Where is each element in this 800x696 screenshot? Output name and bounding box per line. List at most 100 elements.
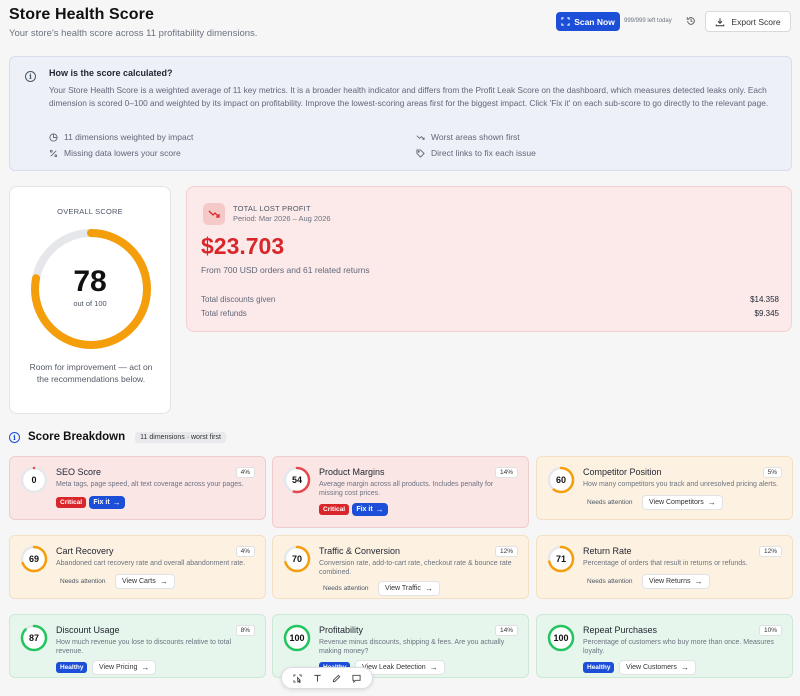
- lost-profit-label: TOTAL LOST PROFIT: [233, 204, 311, 213]
- fix-it-button[interactable]: Fix it →: [89, 496, 125, 509]
- score-card-description: Percentage of customers who buy more tha…: [583, 639, 775, 655]
- score-card-description: Abandoned cart recovery rate and overall…: [56, 560, 246, 567]
- score-ring: [20, 624, 48, 652]
- status-badge: Critical: [319, 504, 350, 515]
- score-card: 0 SEO Score 4% Meta tags, page speed, alt t…: [9, 456, 266, 520]
- score-card-title: SEO Score: [56, 467, 102, 477]
- arrow-right-icon: →: [694, 577, 703, 586]
- score-arc: [547, 624, 575, 652]
- arrow-right-icon: →: [112, 498, 121, 507]
- score-card-title: Cart Recovery: [56, 546, 114, 556]
- view-details-button[interactable]: View Customers →: [619, 660, 696, 675]
- score-card: 71 Return Rate 12% Percentage of orders tha…: [536, 535, 793, 599]
- arrow-right-icon: →: [424, 584, 433, 593]
- overall-score-ring: [31, 229, 151, 349]
- history-button[interactable]: [684, 14, 698, 28]
- weight-badge: 8%: [235, 625, 255, 636]
- score-card-title: Profitability: [319, 625, 364, 635]
- score-ring: [547, 466, 575, 494]
- arrow-right-icon: →: [159, 577, 168, 586]
- score-card-title: Product Margins: [319, 467, 385, 477]
- feature-direct-links: Direct links to fix each issue: [416, 148, 536, 158]
- weight-badge: 12%: [494, 546, 518, 557]
- weight-badge: 10%: [758, 625, 782, 636]
- score-arc: [283, 545, 311, 573]
- view-details-button[interactable]: View Pricing →: [92, 660, 157, 675]
- overall-score-card: OVERALL SCORE 78 out of 100 Room for imp…: [9, 186, 171, 414]
- page-title: Store Health Score: [9, 6, 154, 23]
- percent-icon: [49, 149, 58, 157]
- score-card-description: Conversion rate, add-to-cart rate, check…: [319, 560, 512, 576]
- score-ring: [283, 624, 311, 652]
- select-icon[interactable]: [291, 671, 305, 685]
- weight-badge: 4%: [235, 546, 255, 557]
- info-icon: i: [25, 71, 36, 82]
- lost-profit-period: Period: Mar 2026 – Aug 2026: [233, 214, 331, 223]
- score-arc: [20, 466, 48, 494]
- score-card-description: Percentage of orders that result in retu…: [583, 560, 748, 567]
- view-details-button[interactable]: View Carts →: [115, 574, 175, 589]
- score-value: 87: [28, 633, 39, 643]
- view-details-button[interactable]: View Returns →: [642, 574, 710, 589]
- weight-badge: 5%: [762, 467, 782, 478]
- pen-icon[interactable]: [330, 671, 344, 685]
- info-icon: i: [9, 431, 20, 443]
- score-value: 70: [291, 554, 302, 564]
- lost-profit-source: From 700 USD orders and 61 related retur…: [201, 265, 370, 275]
- score-value: 100: [553, 633, 569, 643]
- lost-profit-row-refunds: Total refunds $9.345: [201, 309, 779, 318]
- trend-down-icon: [203, 203, 225, 225]
- score-arc: [283, 466, 311, 494]
- view-details-button[interactable]: View Leak Detection →: [355, 660, 445, 675]
- view-details-button[interactable]: View Competitors →: [642, 495, 723, 510]
- status-badge: Healthy: [56, 662, 88, 673]
- scan-icon: [561, 17, 570, 26]
- floating-toolbar: [281, 667, 373, 689]
- text-icon[interactable]: [310, 671, 324, 685]
- score-arc: [547, 466, 575, 494]
- score-ring: [547, 624, 575, 652]
- score-card: 60 Competitor Position 5% How many competit…: [536, 456, 793, 520]
- page-subtitle: Your store's health score across 11 prof…: [9, 28, 258, 39]
- score-breakdown-title: Score Breakdown: [28, 431, 126, 443]
- arrow-right-icon: →: [680, 663, 689, 672]
- score-card-title: Traffic & Conversion: [319, 546, 401, 556]
- fix-it-button[interactable]: Fix it →: [352, 503, 388, 516]
- score-card: 87 Discount Usage 8% How much revenue you l…: [9, 614, 266, 678]
- export-score-button[interactable]: Export Score: [705, 11, 791, 32]
- feature-worst-first: Worst areas shown first: [416, 132, 520, 142]
- info-body: Your Store Health Score is a weighted av…: [49, 85, 769, 108]
- score-card-title: Competitor Position: [583, 467, 662, 477]
- score-card-description: How much revenue you lose to discounts r…: [56, 639, 232, 655]
- history-icon: [686, 17, 695, 25]
- score-value: 54: [291, 475, 302, 485]
- comment-icon[interactable]: [349, 671, 363, 685]
- overall-score-out-of: out of 100: [73, 299, 107, 308]
- view-details-button[interactable]: View Traffic →: [378, 581, 440, 596]
- overall-score-arc: [31, 229, 151, 349]
- score-card: 70 Traffic & Conversion 12% Conversion rate…: [272, 535, 529, 599]
- arrow-right-icon: →: [429, 663, 438, 672]
- overall-score-note: Room for improvement — act on the recomm…: [29, 362, 153, 384]
- score-ring: [20, 545, 48, 573]
- score-card-description: How many competitors you track and unres…: [583, 481, 778, 488]
- score-card-title: Discount Usage: [56, 625, 120, 635]
- score-breakdown-header: i Score Breakdown 11 dimensions · worst …: [9, 431, 226, 443]
- score-arc: [20, 624, 48, 652]
- score-card-title: Repeat Purchases: [583, 625, 658, 635]
- overall-score-label: OVERALL SCORE: [57, 207, 123, 216]
- score-breakdown-badge: 11 dimensions · worst first: [135, 431, 226, 443]
- score-ring: [283, 545, 311, 573]
- export-score-label: Export Score: [731, 16, 781, 27]
- scans-left-text: 999/999 left today: [624, 18, 672, 24]
- arrow-right-icon: →: [141, 663, 150, 672]
- status-badge: Needs attention: [587, 578, 633, 585]
- feature-weighted: 11 dimensions weighted by impact: [49, 132, 193, 142]
- status-badge: Critical: [56, 497, 87, 508]
- score-card-title: Return Rate: [583, 546, 632, 556]
- info-title: How is the score calculated?: [49, 68, 173, 78]
- scan-now-button[interactable]: Scan Now: [556, 12, 620, 31]
- score-ring: [20, 466, 48, 494]
- download-icon: [716, 17, 725, 26]
- score-arc: [547, 545, 575, 573]
